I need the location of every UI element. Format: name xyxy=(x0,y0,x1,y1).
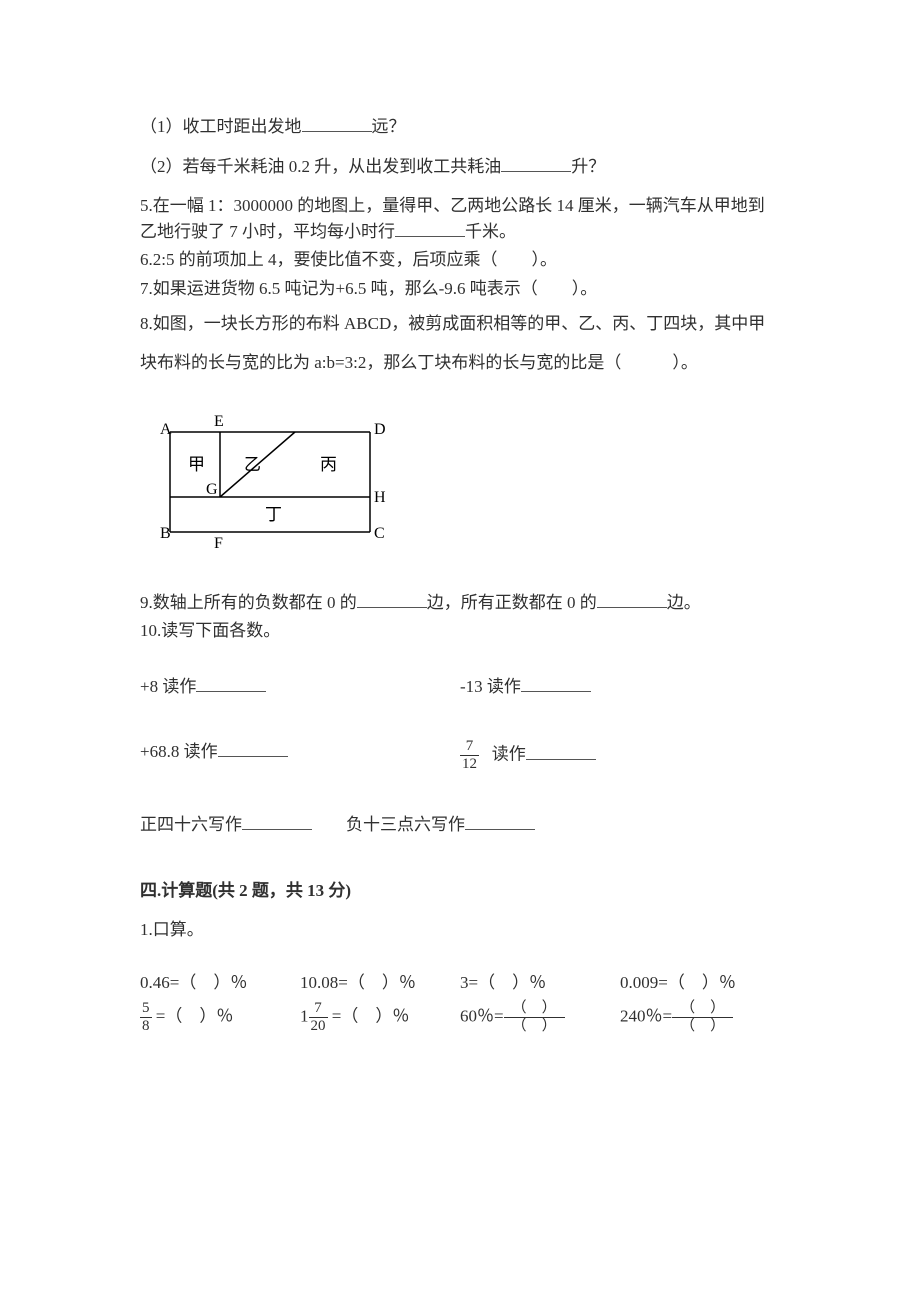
question-6: 6.2:5 的前项加上 4，要使比值不变，后项应乘（ ）。 xyxy=(140,247,780,273)
read-row-3: 正四十六写作 负十三点六写作 xyxy=(140,812,780,838)
question-5: 5.在一幅 1：3000000 的地图上，量得甲、乙两地公路长 14 厘米，一辆… xyxy=(140,193,780,244)
label: 负十三点六写作 xyxy=(346,815,465,834)
denominator: （ ） xyxy=(672,1018,733,1034)
denominator: 20 xyxy=(309,1018,328,1034)
svg-text:H: H xyxy=(374,489,386,506)
q5-tail: 千米。 xyxy=(465,222,516,241)
calc-1a: 0.46=（ ）％ xyxy=(140,970,300,996)
label: +68.8 读作 xyxy=(140,742,218,761)
svg-text:D: D xyxy=(374,421,386,438)
text: =（ ）％ xyxy=(152,1007,234,1026)
q9b: 边，所有正数都在 0 的 xyxy=(427,593,597,612)
read-1b: -13 读作 xyxy=(460,674,780,700)
question-8: 8.如图，一块长方形的布料 ABCD，被剪成面积相等的甲、乙、丙、丁四块，其中甲… xyxy=(140,304,780,382)
text: 60％= xyxy=(460,1007,504,1026)
denominator: 8 xyxy=(140,1018,152,1034)
q1-text: （1）收工时距出发地 xyxy=(140,117,302,136)
blank xyxy=(218,739,288,757)
label: +8 读作 xyxy=(140,677,196,696)
calc-row-2: 5 8 =（ ）％ 1 7 20 =（ ）％ 60％= （ ） （ ） 240％… xyxy=(140,1001,780,1034)
q9a: 9.数轴上所有的负数都在 0 的 xyxy=(140,593,357,612)
fraction-7-20: 7 20 xyxy=(309,1001,328,1034)
blank xyxy=(196,674,266,692)
svg-text:G: G xyxy=(206,481,218,498)
q6-text: 6.2:5 的前项加上 4，要使比值不变，后项应乘（ ）。 xyxy=(140,250,557,269)
q7-text: 7.如果运进货物 6.5 吨记为+6.5 吨，那么-9.6 吨表示（ ）。 xyxy=(140,279,597,298)
svg-text:A: A xyxy=(160,421,172,438)
blank xyxy=(357,590,427,608)
svg-text:甲: 甲 xyxy=(188,455,205,474)
numerator: （ ） xyxy=(672,1001,733,1018)
q9c: 边。 xyxy=(667,593,701,612)
blank xyxy=(521,674,591,692)
blank xyxy=(465,812,535,830)
section-4-title: 四.计算题(共 2 题，共 13 分) xyxy=(140,878,780,904)
numerator: 7 xyxy=(309,1001,328,1018)
blank xyxy=(597,590,667,608)
read-1a: +8 读作 xyxy=(140,674,460,700)
calc-row-1: 0.46=（ ）％ 10.08=（ ）％ 3=（ ）％ 0.009=（ ）％ xyxy=(140,970,780,996)
text: 1 xyxy=(300,1007,309,1026)
question-9: 9.数轴上所有的负数都在 0 的 边，所有正数都在 0 的 边。 xyxy=(140,590,780,616)
fraction-7-12: 7 12 xyxy=(460,739,479,772)
calc-2b: 1 7 20 =（ ）％ xyxy=(300,1001,460,1034)
question-1: （1）收工时距出发地 远？ xyxy=(140,114,780,140)
read-row-2: +68.8 读作 7 12 读作 xyxy=(140,739,780,772)
calc-2c: 60％= （ ） （ ） xyxy=(460,1001,620,1034)
calc-1b: 10.08=（ ）％ xyxy=(300,970,460,996)
diagram-svg: A B C D E G H F 甲 乙 丙 丁 xyxy=(150,412,390,552)
blank xyxy=(395,219,465,237)
numerator: （ ） xyxy=(504,1001,565,1018)
label: 读作 xyxy=(492,745,526,764)
label: -13 读作 xyxy=(460,677,521,696)
calc-1d: 0.009=（ ）％ xyxy=(620,970,780,996)
fraction-5-8: 5 8 xyxy=(140,1001,152,1034)
blank xyxy=(501,154,571,172)
svg-text:E: E xyxy=(214,413,224,430)
rectangle-diagram: A B C D E G H F 甲 乙 丙 丁 xyxy=(150,412,780,560)
calc-2a: 5 8 =（ ）％ xyxy=(140,1001,300,1034)
question-7: 7.如果运进货物 6.5 吨记为+6.5 吨，那么-9.6 吨表示（ ）。 xyxy=(140,276,780,302)
question-10: 10.读写下面各数。 xyxy=(140,618,780,644)
calc-2d: 240％= （ ） （ ） xyxy=(620,1001,780,1034)
q2-text: （2）若每千米耗油 0.2 升，从出发到收工共耗油 xyxy=(140,157,501,176)
numerator: 7 xyxy=(460,739,479,756)
svg-text:F: F xyxy=(214,535,223,552)
text: 240％= xyxy=(620,1007,672,1026)
read-2b: 7 12 读作 xyxy=(460,739,780,772)
denominator: 12 xyxy=(460,756,479,772)
numerator: 5 xyxy=(140,1001,152,1018)
label: 正四十六写作 xyxy=(140,815,242,834)
q2-tail: 升？ xyxy=(571,157,605,176)
calc-q1: 1.口算。 xyxy=(140,917,780,943)
read-2a: +68.8 读作 xyxy=(140,739,460,772)
q10-text: 10.读写下面各数。 xyxy=(140,621,280,640)
svg-text:丁: 丁 xyxy=(265,505,282,524)
q8-text: 8.如图，一块长方形的布料 ABCD，被剪成面积相等的甲、乙、丙、丁四块，其中甲… xyxy=(140,314,765,372)
read-row-1: +8 读作 -13 读作 xyxy=(140,674,780,700)
blank xyxy=(526,742,596,760)
svg-text:乙: 乙 xyxy=(244,455,261,474)
svg-text:B: B xyxy=(160,525,171,542)
fraction-blank: （ ） （ ） xyxy=(672,1001,733,1034)
svg-text:丙: 丙 xyxy=(320,455,337,474)
denominator: （ ） xyxy=(504,1018,565,1034)
q1-tail: 远？ xyxy=(372,117,406,136)
fraction-blank: （ ） （ ） xyxy=(504,1001,565,1034)
text: =（ ）％ xyxy=(328,1007,410,1026)
blank xyxy=(302,114,372,132)
question-2: （2）若每千米耗油 0.2 升，从出发到收工共耗油 升？ xyxy=(140,154,780,180)
svg-text:C: C xyxy=(374,525,385,542)
blank xyxy=(242,812,312,830)
calc-1c: 3=（ ）％ xyxy=(460,970,620,996)
document-page: （1）收工时距出发地 远？ （2）若每千米耗油 0.2 升，从出发到收工共耗油 升？… xyxy=(0,0,920,1100)
